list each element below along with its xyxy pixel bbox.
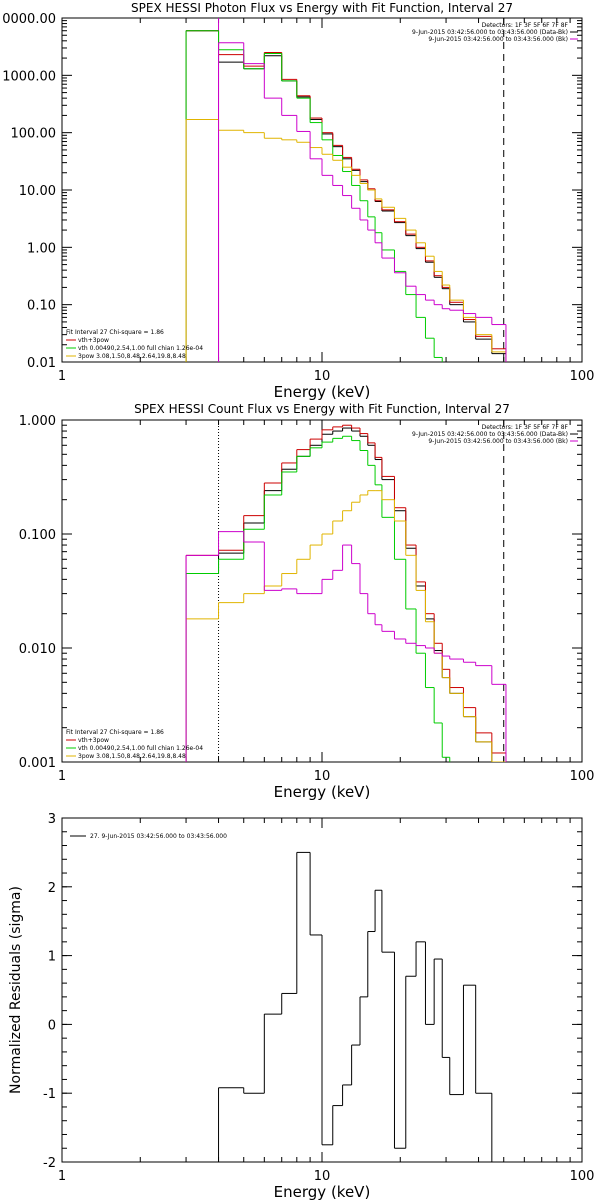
series-2: [185, 435, 451, 762]
x-axis-label: Energy (keV): [274, 1183, 371, 1200]
legend-entry: vth 0.00490,2.54,1.00 full chian 1.26e-0…: [78, 745, 203, 752]
y-tick-label: 1000.00: [2, 69, 56, 84]
data-series-group: [185, 424, 507, 762]
legend-entry: 27. 9-Jun-2015 03:42:56.000 to 03:43:56.…: [90, 833, 227, 840]
count-flux-panel: SPEX HESSI Count Flux vs Energy with Fit…: [19, 402, 595, 801]
series-3: [185, 118, 507, 362]
x-axis-label: Energy (keV): [274, 783, 371, 801]
y-tick-label: -2: [43, 1156, 56, 1171]
chart-title: SPEX HESSI Count Flux vs Energy with Fit…: [134, 402, 510, 416]
legend-entry: vth 0.00490,2.54,1.00 full chian 1.26e-0…: [78, 345, 203, 352]
photon-flux-panel: SPEX HESSI Photon Flux vs Energy with Fi…: [2, 1, 594, 401]
x-tick-label: 1: [58, 1169, 66, 1184]
series-2: [185, 30, 443, 362]
x-tick-label: 1: [58, 769, 66, 784]
series-0: [218, 851, 493, 1162]
info-line: Detectors: 1F 3F 5F 6F 7F 8F: [482, 22, 569, 29]
info-line: Detectors: 1F 3F 5F 6F 7F 8F: [482, 424, 569, 431]
data-series-group: [218, 851, 493, 1162]
y-tick-label: 0.100: [19, 528, 56, 543]
series-0: [185, 30, 507, 362]
x-tick-label: 100: [570, 369, 595, 384]
y-axis-label: Normalized Residuals (sigma): [8, 886, 24, 1094]
series-1: [185, 424, 507, 762]
legend-entry: 3pow 3.08,1.50,8.48,2.64,19.8,8.48: [78, 753, 186, 760]
series-0: [185, 427, 506, 762]
y-tick-label: 100.00: [11, 127, 57, 142]
info-line: 9-Jun-2015 03:42:56.000 to 03:43:56.000 …: [428, 438, 568, 445]
x-tick-label: 10: [314, 1169, 331, 1184]
legend-entry: vth+3pow: [78, 337, 109, 344]
info-line: 9-Jun-2015 03:42:56.000 to 03:43:56.000 …: [412, 431, 568, 438]
y-tick-label: 0000.00: [2, 12, 56, 27]
y-tick-label: 0.010: [19, 642, 56, 657]
y-tick-label: 3: [48, 812, 56, 827]
legend-entry: 3pow 3.08,1.50,8.48,2.64,19.8,8.48: [78, 353, 186, 360]
y-tick-label: 1.000: [19, 414, 56, 429]
data-series-group: [185, 30, 507, 362]
y-tick-label: 0: [48, 1018, 56, 1033]
info-line: 9-Jun-2015 03:42:56.000 to 03:43:56.000 …: [412, 29, 568, 36]
x-tick-label: 10: [314, 769, 331, 784]
y-tick-label: 0.01: [27, 356, 56, 371]
y-tick-label: 1.00: [27, 241, 56, 256]
y-tick-label: 0.001: [19, 756, 56, 771]
info-line: 9-Jun-2015 03:42:56.000 to 03:43:56.000 …: [428, 36, 568, 43]
x-axis-label: Energy (keV): [274, 383, 371, 401]
y-tick-label: 0.10: [27, 299, 56, 314]
y-tick-label: -1: [43, 1087, 56, 1102]
y-tick-label: 2: [48, 881, 56, 896]
x-tick-label: 10: [314, 369, 331, 384]
series-3: [185, 490, 506, 762]
x-tick-label: 1: [58, 369, 66, 384]
chart-title: SPEX HESSI Photon Flux vs Energy with Fi…: [131, 1, 513, 15]
legend-entry: Fit Interval 27 Chi-square = 1.86: [66, 329, 164, 336]
series-4: [185, 531, 507, 762]
x-tick-label: 100: [570, 1169, 595, 1184]
series-4: [218, 42, 507, 362]
residuals-panel: 1 10 100 -2 -1 0 1 2 3 Energy (keV) Normalized Res…: [8, 812, 594, 1200]
series-1: [185, 30, 507, 362]
legend-entry: vth+3pow: [78, 737, 109, 744]
y-tick-label: 10.00: [19, 184, 56, 199]
legend-entry: Fit Interval 27 Chi-square = 1.86: [66, 729, 164, 736]
y-tick-label: 1: [48, 950, 56, 965]
x-tick-label: 100: [570, 769, 595, 784]
